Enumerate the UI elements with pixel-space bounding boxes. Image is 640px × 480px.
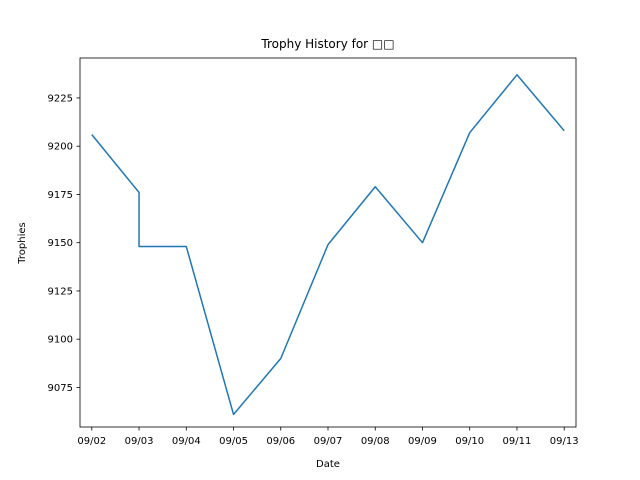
- y-tick-label: 9125: [48, 286, 73, 297]
- x-tick-label: 09/13: [550, 436, 579, 447]
- x-axis-label: Date: [316, 459, 340, 470]
- x-tick-label: 09/06: [266, 436, 295, 447]
- y-tick-label: 9100: [48, 335, 73, 346]
- y-tick-label: 9150: [48, 238, 73, 249]
- y-tick-label: 9200: [48, 142, 73, 153]
- x-tick-label: 09/04: [172, 436, 201, 447]
- x-axis-ticks: 09/02 09/03 09/04 09/05 09/06 09/07 09/08 09/09…: [77, 427, 579, 447]
- chart-title: Trophy History for □□: [260, 37, 394, 51]
- x-tick-label: 09/07: [314, 436, 343, 447]
- y-axis-label: Trophies: [17, 222, 28, 264]
- plot-area: [91, 74, 565, 416]
- y-tick-label: 9175: [48, 190, 73, 201]
- x-tick-label: 09/02: [77, 436, 106, 447]
- x-tick-label: 09/05: [219, 436, 248, 447]
- x-tick-label: 09/03: [125, 436, 154, 447]
- y-axis-ticks: 9075 9100 9125 9150 9175 9200 9225: [48, 93, 80, 394]
- x-tick-label: 09/09: [408, 436, 437, 447]
- series-line-0: [91, 74, 565, 416]
- x-tick-label: 09/10: [455, 436, 484, 447]
- x-tick-label: 09/08: [361, 436, 390, 447]
- x-tick-label: 09/11: [503, 436, 532, 447]
- y-tick-label: 9225: [48, 93, 73, 104]
- y-tick-label: 9075: [48, 383, 73, 394]
